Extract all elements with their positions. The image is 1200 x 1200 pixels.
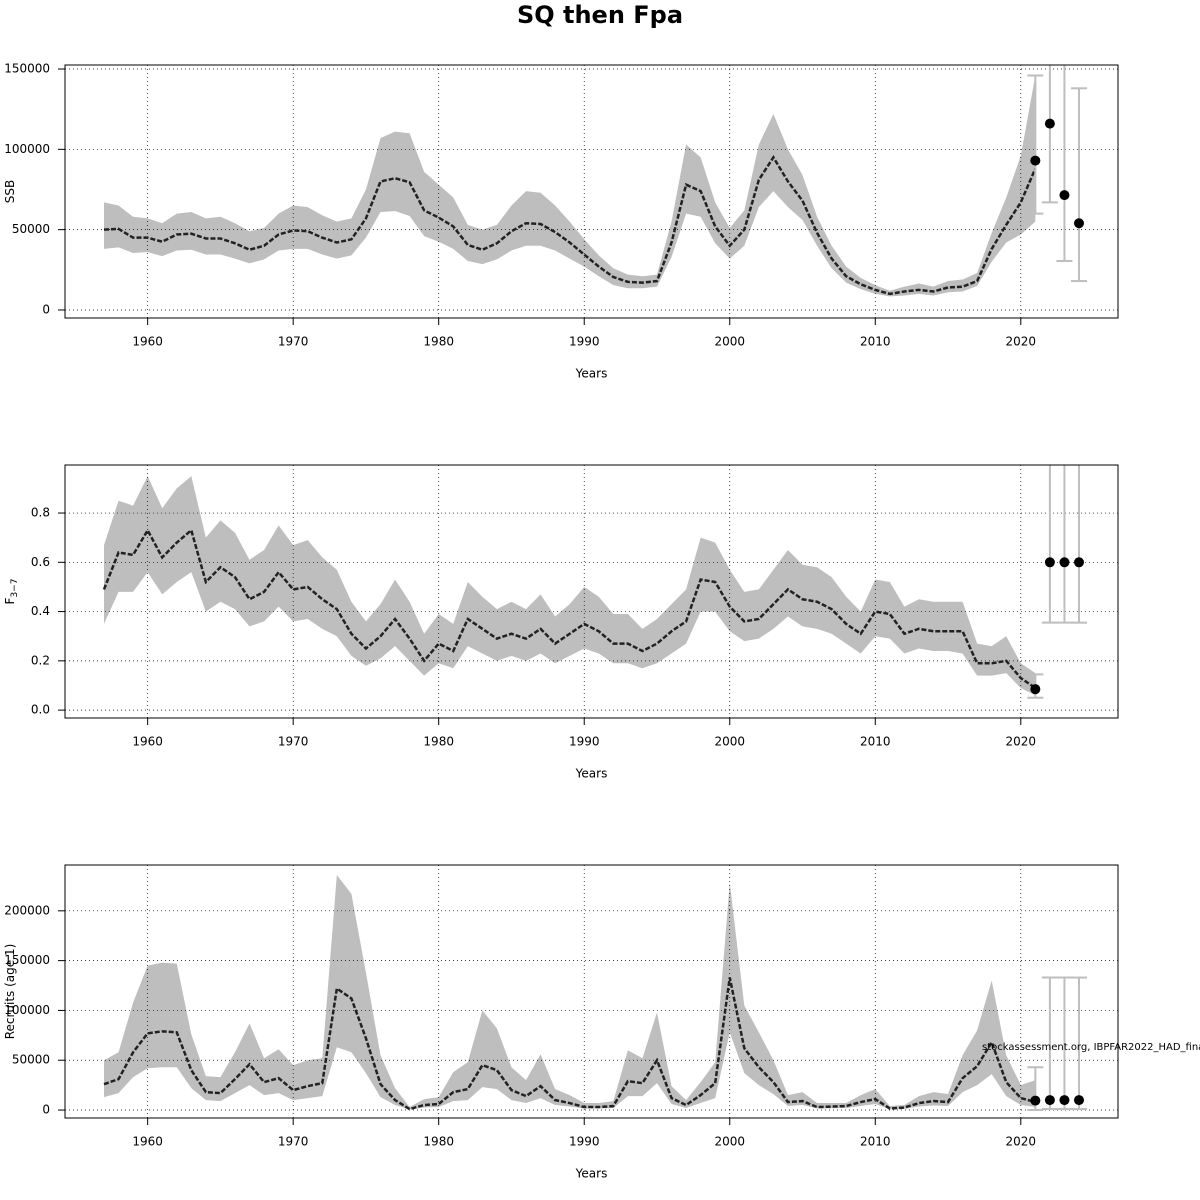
y-axis-label-subscript: 3−7 [10,579,20,598]
forecast-point [1044,557,1055,568]
y-axis-label-text: Recruits (age 1) [3,944,17,1040]
x-tick-label: 2020 [1006,1135,1037,1149]
x-axis-label: Years [575,367,608,381]
confidence-band [104,874,1036,1110]
x-tick-label: 1970 [278,735,309,749]
y-tick-label: 150000 [4,953,50,967]
forecast-point [1030,684,1041,695]
plot-area [65,465,1118,718]
x-tick-label: 1960 [132,735,163,749]
estimate-line [103,977,1036,1111]
x-tick-label: 1970 [278,1135,309,1149]
x-tick-label: 1980 [423,735,454,749]
y-axis-label: SSB [3,180,17,203]
plot-frame [64,64,1119,319]
x-tick-label: 2020 [1006,735,1037,749]
forecast-point [1074,218,1084,229]
forecast-point [1044,118,1055,129]
y-axis-label: Recruits (age 1) [3,944,17,1040]
x-tick-label: 2010 [860,1135,891,1149]
y-tick-label: 50000 [12,222,50,236]
x-tick-label: 1980 [423,335,454,349]
y-axis-label: F3−7 [3,579,20,605]
forecast-point [1030,1095,1041,1106]
x-axis-label: Years [575,1167,608,1181]
estimate-line [103,155,1037,296]
y-tick-label: 150000 [4,62,50,76]
forecast-point [1030,155,1041,166]
x-tick-label: 2000 [714,335,745,349]
y-tick-label: 0.4 [31,604,50,618]
y-axis-label-text: SSB [3,180,17,203]
plot-area [65,65,1118,318]
x-tick-label: 1980 [423,1135,454,1149]
plot-frame [64,864,1119,1119]
x-tick-label: 2010 [860,735,891,749]
y-tick-label: 200000 [4,903,50,917]
plot-area [65,865,1118,1118]
y-tick-label: 0.8 [31,506,50,520]
forecast-point [1059,190,1070,201]
y-tick-label: 0.6 [31,555,50,569]
confidence-band [104,75,1036,297]
y-tick-label: 0.0 [31,703,50,717]
x-tick-label: 2010 [860,335,891,349]
plot-frame [64,464,1119,719]
y-tick-label: 0.2 [31,653,50,667]
y-tick-label: 100000 [4,1003,50,1017]
y-tick-label: 100000 [4,142,50,156]
x-tick-label: 1970 [278,335,309,349]
estimate-line [102,527,1037,689]
y-axis-label-text: F [3,597,17,604]
x-tick-label: 1990 [569,335,600,349]
forecast-point [1059,557,1070,568]
x-tick-label: 2020 [1006,335,1037,349]
x-axis-label: Years [575,767,608,781]
confidence-band [104,476,1036,696]
chart-title: SQ then Fpa [517,1,683,29]
x-tick-label: 1960 [132,1135,163,1149]
x-tick-label: 2000 [714,1135,745,1149]
forecast-point [1074,1095,1084,1106]
forecast-point [1059,1095,1070,1106]
y-tick-label: 0 [42,302,50,316]
x-tick-label: 1960 [132,335,163,349]
forecast-point [1044,1095,1055,1106]
x-tick-label: 2000 [714,735,745,749]
y-tick-label: 50000 [12,1053,50,1067]
x-tick-label: 1990 [569,1135,600,1149]
annotation: stockassessment.org, IBPFAR2022_HAD_fina… [982,1042,1200,1053]
x-tick-label: 1990 [569,735,600,749]
y-tick-label: 0 [42,1103,50,1117]
forecast-point [1074,557,1084,568]
